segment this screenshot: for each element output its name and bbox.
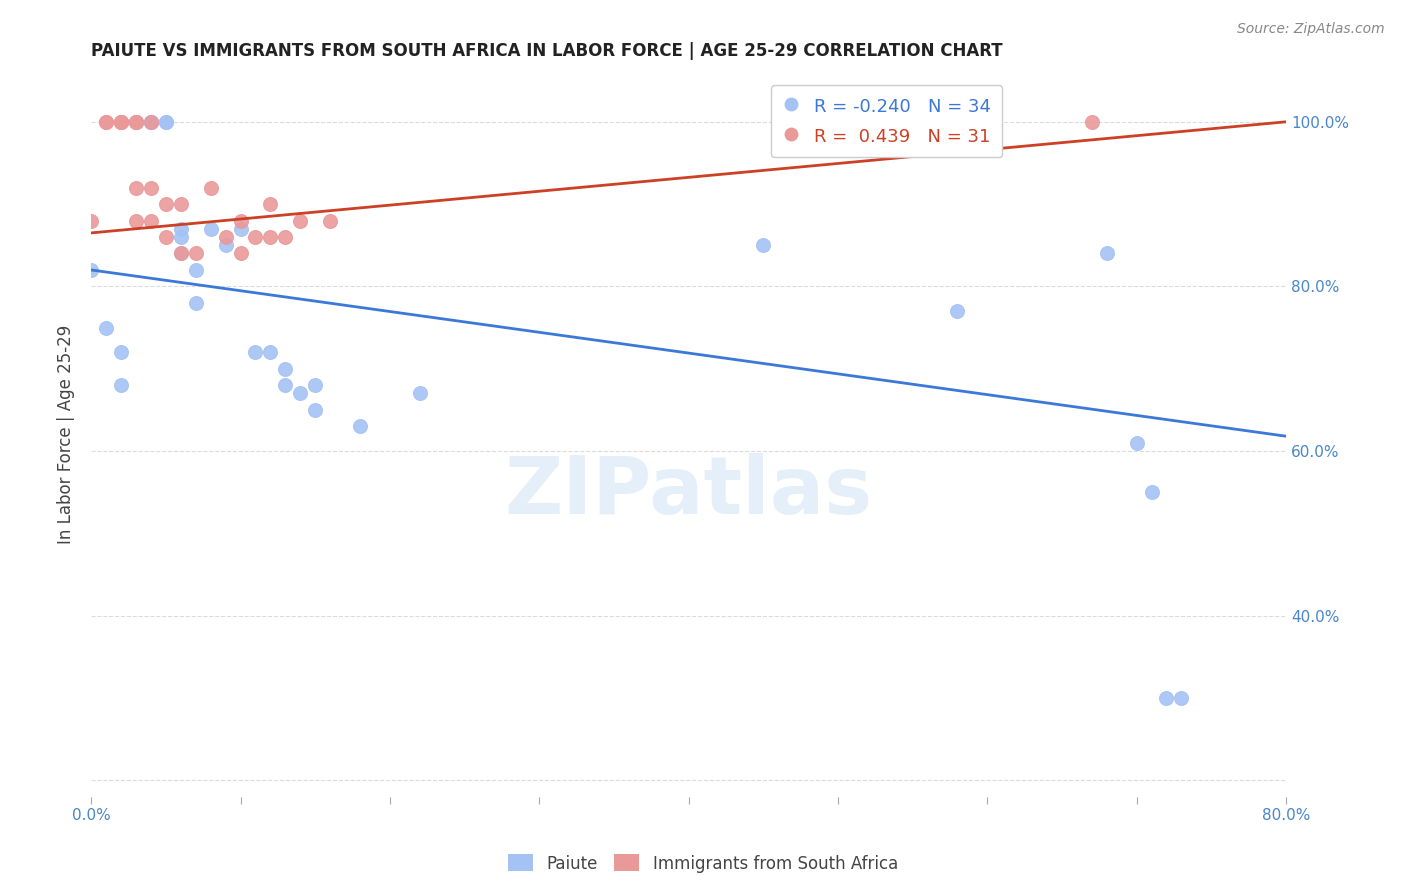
- Point: [110, 115, 132, 129]
- Text: PAIUTE VS IMMIGRANTS FROM SOUTH AFRICA IN LABOR FORCE | AGE 25-29 CORRELATION CH: PAIUTE VS IMMIGRANTS FROM SOUTH AFRICA I…: [91, 42, 1002, 60]
- Point: [259, 197, 281, 211]
- Point: [170, 246, 193, 260]
- Point: [139, 115, 162, 129]
- Point: [125, 115, 148, 129]
- Point: [125, 115, 148, 129]
- Point: [245, 345, 267, 359]
- Point: [946, 304, 969, 318]
- Point: [125, 180, 148, 194]
- Point: [139, 115, 162, 129]
- Point: [290, 386, 312, 401]
- Point: [139, 180, 162, 194]
- Point: [319, 213, 342, 227]
- Point: [274, 361, 297, 376]
- Point: [155, 230, 177, 244]
- Point: [214, 238, 236, 252]
- Legend: Paiute, Immigrants from South Africa: Paiute, Immigrants from South Africa: [502, 847, 904, 880]
- Point: [139, 115, 162, 129]
- Point: [110, 378, 132, 392]
- Point: [274, 378, 297, 392]
- Point: [170, 246, 193, 260]
- Point: [94, 115, 117, 129]
- Point: [184, 263, 207, 277]
- Point: [170, 230, 193, 244]
- Point: [139, 213, 162, 227]
- Point: [184, 246, 207, 260]
- Point: [170, 222, 193, 236]
- Point: [229, 246, 252, 260]
- Legend: R = -0.240   N = 34, R =  0.439   N = 31: R = -0.240 N = 34, R = 0.439 N = 31: [770, 85, 1002, 158]
- Point: [349, 419, 371, 434]
- Point: [229, 222, 252, 236]
- Point: [245, 230, 267, 244]
- Point: [1140, 485, 1163, 500]
- Point: [290, 213, 312, 227]
- Text: ZIPatlas: ZIPatlas: [505, 453, 873, 532]
- Point: [125, 115, 148, 129]
- Point: [409, 386, 432, 401]
- Point: [214, 230, 236, 244]
- Point: [110, 345, 132, 359]
- Point: [155, 115, 177, 129]
- Point: [80, 213, 103, 227]
- Y-axis label: In Labor Force | Age 25-29: In Labor Force | Age 25-29: [58, 325, 75, 544]
- Point: [110, 115, 132, 129]
- Point: [1156, 690, 1178, 705]
- Point: [155, 197, 177, 211]
- Point: [304, 378, 326, 392]
- Point: [1170, 690, 1192, 705]
- Point: [304, 402, 326, 417]
- Point: [110, 115, 132, 129]
- Point: [259, 345, 281, 359]
- Point: [155, 115, 177, 129]
- Point: [274, 230, 297, 244]
- Point: [125, 213, 148, 227]
- Point: [200, 180, 222, 194]
- Point: [94, 320, 117, 334]
- Point: [229, 213, 252, 227]
- Point: [110, 115, 132, 129]
- Point: [259, 230, 281, 244]
- Point: [1125, 435, 1147, 450]
- Point: [139, 115, 162, 129]
- Point: [94, 115, 117, 129]
- Point: [1095, 246, 1118, 260]
- Text: Source: ZipAtlas.com: Source: ZipAtlas.com: [1237, 22, 1385, 37]
- Point: [80, 263, 103, 277]
- Point: [125, 115, 148, 129]
- Point: [752, 238, 775, 252]
- Point: [200, 222, 222, 236]
- Point: [184, 296, 207, 310]
- Point: [170, 197, 193, 211]
- Point: [1081, 115, 1104, 129]
